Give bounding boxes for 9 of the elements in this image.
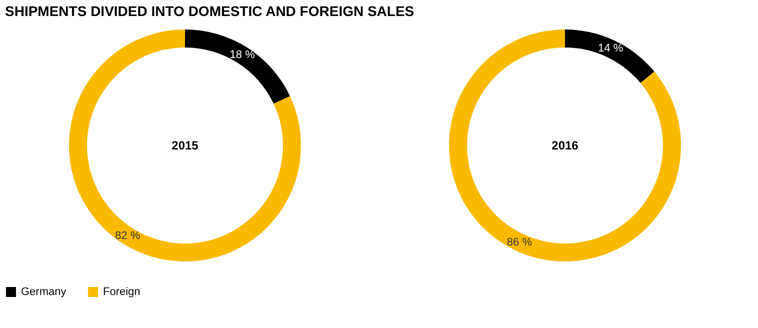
slice-label: 2016 bbox=[552, 138, 579, 152]
legend-label: Germany bbox=[21, 286, 67, 298]
chart-title: SHIPMENTS DIVIDED INTO DOMESTIC AND FOREIGN SALES bbox=[5, 3, 414, 19]
data-label: 14 % bbox=[598, 42, 624, 55]
data-label: 82 % bbox=[115, 230, 140, 242]
legend-label: Foreign bbox=[103, 286, 140, 298]
slice-label: 2015 bbox=[172, 138, 199, 152]
data-label: 86 % bbox=[506, 236, 532, 248]
data-label: 18 % bbox=[230, 49, 256, 62]
